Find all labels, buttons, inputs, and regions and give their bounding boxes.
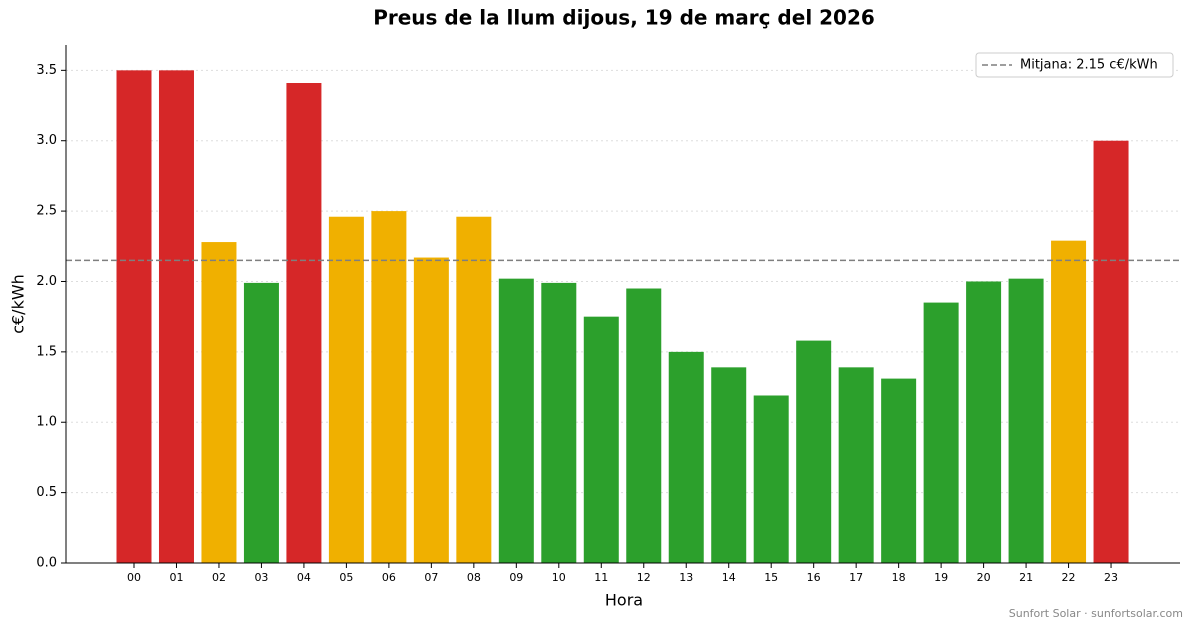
bar	[413, 257, 449, 563]
x-tick-label: 00	[127, 571, 141, 584]
x-tick-label: 04	[297, 571, 311, 584]
bar	[1093, 140, 1129, 563]
x-tick-label: 03	[254, 571, 268, 584]
bar	[838, 367, 874, 563]
bar	[371, 211, 407, 563]
legend-label: Mitjana: 2.15 c€/kWh	[1020, 58, 1158, 73]
x-tick-label: 13	[679, 571, 693, 584]
bar	[1051, 240, 1087, 564]
bar	[711, 367, 747, 563]
bar	[1008, 278, 1044, 563]
bar	[966, 281, 1002, 563]
bar	[923, 302, 959, 563]
x-tick-label: 02	[212, 571, 226, 584]
bar	[668, 351, 704, 563]
bar	[116, 70, 152, 563]
x-tick-label: 01	[169, 571, 183, 584]
bar	[328, 216, 364, 563]
y-tick-label: 1.0	[36, 415, 57, 430]
x-tick-label: 05	[339, 571, 353, 584]
bar	[286, 83, 322, 563]
y-tick-label: 2.0	[36, 274, 57, 289]
bar	[626, 288, 662, 563]
x-tick-label: 22	[1062, 571, 1076, 584]
x-tick-label: 06	[382, 571, 396, 584]
bar	[541, 282, 577, 563]
bar	[796, 340, 832, 563]
x-tick-label: 14	[722, 571, 736, 584]
x-tick-label: 10	[552, 571, 566, 584]
y-tick-label: 2.5	[36, 204, 57, 219]
x-tick-label: 12	[637, 571, 651, 584]
x-tick-label: 19	[934, 571, 948, 584]
y-tick-label: 1.5	[36, 344, 57, 359]
x-tick-label: 23	[1104, 571, 1118, 584]
footer: Sunfort Solar · sunfortsolar.com	[1009, 607, 1183, 620]
bar	[243, 282, 279, 563]
x-tick-label: 15	[764, 571, 778, 584]
y-tick-label: 3.5	[36, 63, 57, 78]
x-tick-label: 07	[424, 571, 438, 584]
x-tick-label: 08	[467, 571, 481, 584]
chart-title: Preus de la llum dijous, 19 de març del …	[373, 6, 875, 30]
y-axis-label: c€/kWh	[9, 274, 28, 334]
bar	[456, 216, 492, 563]
bar	[498, 278, 534, 563]
bar	[583, 316, 619, 563]
x-tick-label: 18	[892, 571, 906, 584]
y-tick-label: 3.0	[36, 133, 57, 148]
bar	[201, 242, 237, 563]
x-tick-label: 11	[594, 571, 608, 584]
bar	[881, 378, 917, 563]
x-tick-label: 20	[977, 571, 991, 584]
x-tick-label: 16	[807, 571, 821, 584]
y-tick-label: 0.0	[36, 556, 57, 571]
bar	[158, 70, 194, 563]
legend-box	[975, 52, 1174, 78]
y-tick-label: 0.5	[36, 485, 57, 500]
bar	[753, 395, 789, 563]
x-tick-label: 09	[509, 571, 523, 584]
x-tick-label: 21	[1019, 571, 1033, 584]
x-axis-label: Hora	[605, 591, 643, 610]
x-tick-label: 17	[849, 571, 863, 584]
